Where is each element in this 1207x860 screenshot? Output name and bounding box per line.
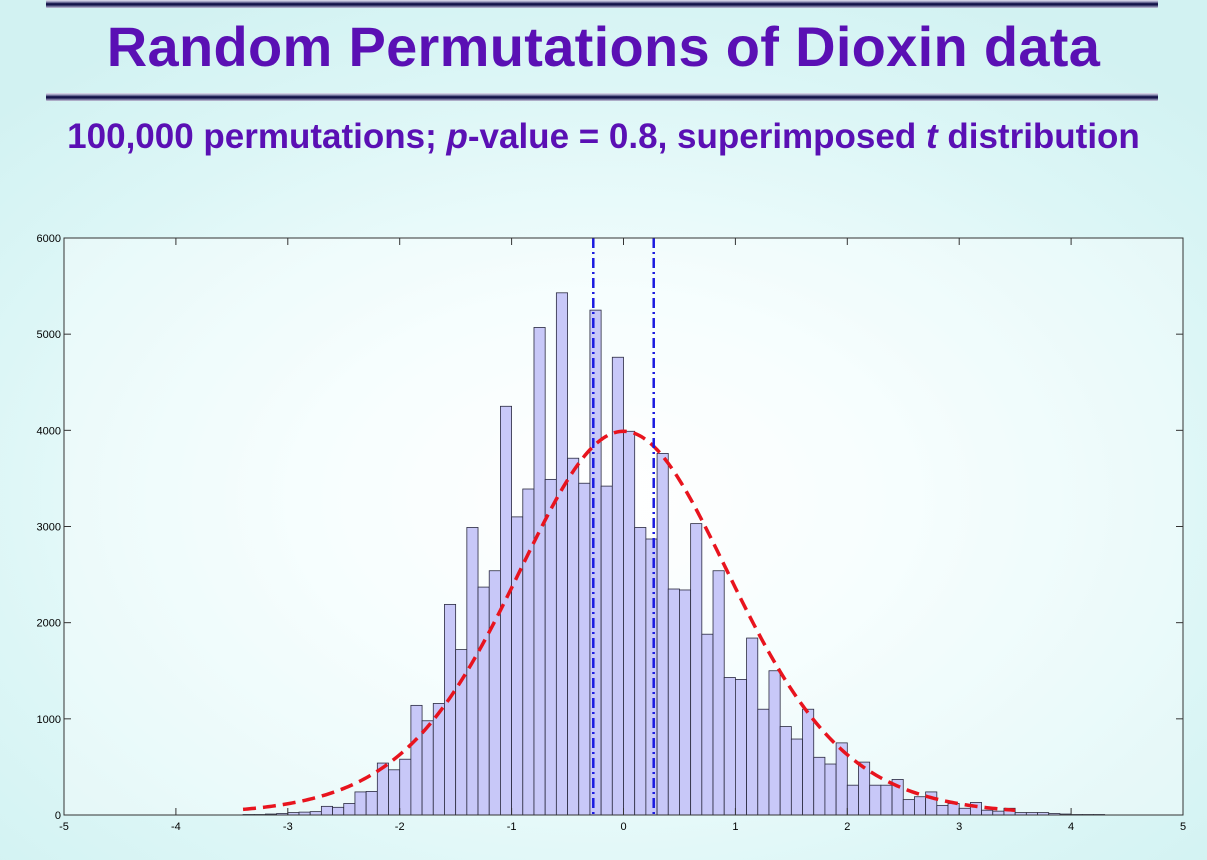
x-tick-label: 3	[956, 821, 962, 833]
x-tick-label: -1	[507, 821, 517, 833]
y-tick-label: 6000	[37, 233, 61, 245]
subtitle-part: 100,000 permutations;	[67, 117, 447, 156]
x-tick-label: 0	[620, 821, 626, 833]
histogram-bar	[914, 796, 927, 816]
histogram-bar	[522, 488, 535, 816]
x-tick-label: 1	[732, 821, 738, 833]
x-tick-label: -5	[59, 821, 69, 833]
histogram-bar	[410, 704, 423, 816]
x-tick-label: 4	[1068, 821, 1074, 833]
histogram-bar	[589, 309, 602, 816]
histogram-bar	[611, 356, 624, 816]
histogram-bar	[690, 523, 703, 816]
histogram-bar	[701, 633, 714, 816]
histogram-bar	[320, 805, 333, 816]
histogram-bar	[645, 538, 658, 816]
histogram-bar	[981, 809, 994, 816]
histogram-bar	[511, 516, 524, 816]
page-title: Random Permutations of Dioxin data	[106, 15, 1101, 78]
histogram-bar	[824, 763, 837, 816]
y-tick-label: 3000	[37, 522, 61, 534]
histogram-bar	[421, 720, 434, 816]
y-tick-label: 2000	[37, 618, 61, 630]
title-top-rule	[46, 0, 1158, 8]
histogram-bar	[354, 791, 367, 816]
histogram-bar	[399, 758, 412, 816]
histogram-bar	[488, 570, 501, 816]
histogram-bar	[656, 453, 669, 816]
histogram-bar	[365, 791, 378, 816]
histogram-bar	[958, 807, 971, 816]
histogram-bar	[600, 485, 613, 816]
histogram-bar	[768, 670, 781, 816]
histogram-bar	[343, 803, 356, 816]
histogram-bar	[533, 327, 546, 816]
title-bottom-rule	[46, 93, 1158, 101]
histogram-bar	[936, 804, 949, 816]
histogram-bar	[388, 769, 401, 816]
histogram-bar	[846, 784, 859, 816]
histogram-bar	[992, 810, 1005, 816]
histogram-bar	[880, 784, 893, 816]
histogram-bar	[902, 799, 915, 816]
histogram-bar	[634, 527, 647, 816]
subtitle-part: t	[925, 117, 938, 156]
x-tick-label: 5	[1180, 821, 1186, 833]
histogram-bar	[623, 430, 636, 816]
histogram-bar	[667, 588, 680, 816]
y-tick-label: 0	[55, 810, 61, 822]
y-tick-label: 5000	[37, 329, 61, 341]
histogram-bar	[477, 586, 490, 816]
x-tick-label: -2	[395, 821, 405, 833]
histogram-bar	[858, 761, 871, 816]
histogram-bar	[746, 637, 759, 816]
x-tick-label: -3	[283, 821, 293, 833]
histogram-bar	[567, 457, 580, 816]
histogram-bar	[735, 679, 747, 816]
subtitle-part: -value = 0.8, superimposed	[467, 117, 926, 156]
histogram-bar	[679, 589, 692, 816]
histogram-bar	[578, 482, 591, 816]
x-tick-label: 2	[844, 821, 850, 833]
histogram-bar	[332, 806, 345, 816]
histogram-bar	[432, 703, 445, 816]
x-tick-label: -4	[171, 821, 181, 833]
histogram-bar	[309, 811, 322, 816]
histogram-bar	[544, 478, 557, 816]
histogram-bar	[790, 738, 803, 816]
subtitle-part: p	[446, 117, 468, 156]
histogram-bar	[802, 708, 815, 816]
histogram-bar	[757, 708, 770, 816]
histogram-bar	[947, 803, 960, 816]
histogram-bar	[869, 784, 882, 816]
histogram-bar	[779, 726, 792, 816]
subtitle-part: distribution	[937, 117, 1140, 156]
histogram-bar	[466, 527, 479, 816]
histogram-bar	[712, 570, 725, 816]
y-tick-label: 1000	[37, 714, 61, 726]
y-tick-label: 4000	[37, 425, 61, 437]
page-subtitle: 100,000 permutations; p-value = 0.8, sup…	[60, 116, 1147, 158]
histogram-bar	[723, 677, 736, 816]
histogram-bar	[444, 603, 457, 816]
histogram-bar	[555, 292, 568, 816]
histogram-bar	[813, 756, 826, 816]
